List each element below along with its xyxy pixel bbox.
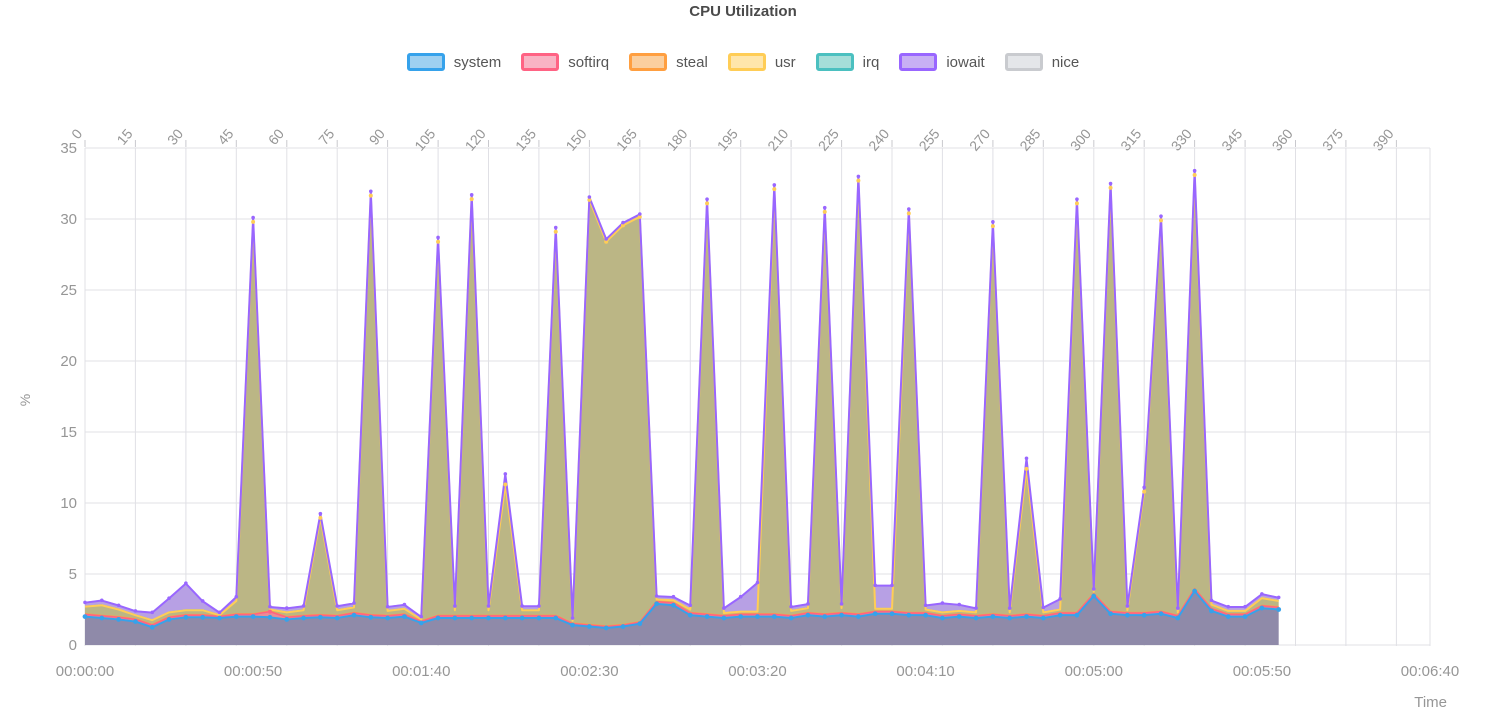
svg-text:60: 60 bbox=[265, 125, 287, 147]
legend-item-nice[interactable]: nice bbox=[1004, 53, 1080, 71]
legend-swatch-iowait bbox=[899, 53, 938, 71]
legend-item-steal[interactable]: steal bbox=[629, 53, 708, 71]
series-lines bbox=[84, 170, 1279, 629]
svg-text:00:00:50: 00:00:50 bbox=[224, 663, 282, 680]
data-point-markers bbox=[82, 168, 1282, 631]
legend-label: usr bbox=[774, 53, 796, 71]
svg-text:30: 30 bbox=[60, 211, 77, 228]
legend-label: irq bbox=[862, 53, 880, 71]
svg-text:45: 45 bbox=[214, 125, 236, 147]
legend-item-iowait[interactable]: iowait bbox=[899, 53, 985, 71]
chart-title: CPU Utilization bbox=[689, 3, 797, 20]
legend-label: softirq bbox=[568, 53, 610, 71]
legend: system softirq steal usr irq iowait nice bbox=[0, 53, 1486, 71]
legend-item-usr[interactable]: usr bbox=[727, 53, 796, 71]
svg-text:15: 15 bbox=[60, 424, 77, 441]
legend-swatch-usr bbox=[727, 53, 766, 71]
svg-text:75: 75 bbox=[315, 125, 337, 147]
legend-swatch-steal bbox=[629, 53, 668, 71]
legend-item-irq[interactable]: irq bbox=[815, 53, 880, 71]
svg-text:%: % bbox=[17, 394, 33, 406]
svg-text:25: 25 bbox=[60, 282, 77, 299]
legend-swatch-irq bbox=[815, 53, 854, 71]
svg-text:00:06:40: 00:06:40 bbox=[1401, 663, 1459, 680]
legend-label: steal bbox=[676, 53, 708, 71]
svg-text:Time: Time bbox=[1414, 694, 1447, 711]
svg-text:5: 5 bbox=[69, 566, 77, 583]
svg-text:00:05:50: 00:05:50 bbox=[1233, 663, 1291, 680]
legend-item-system[interactable]: system bbox=[406, 53, 502, 71]
svg-text:10: 10 bbox=[60, 495, 77, 512]
legend-item-softirq[interactable]: softirq bbox=[521, 53, 609, 71]
svg-text:00:00:00: 00:00:00 bbox=[56, 663, 114, 680]
legend-label: iowait bbox=[946, 53, 985, 71]
svg-text:0: 0 bbox=[69, 637, 77, 654]
svg-text:15: 15 bbox=[113, 125, 135, 147]
svg-text:20: 20 bbox=[60, 353, 77, 370]
svg-text:00:02:30: 00:02:30 bbox=[560, 663, 618, 680]
svg-text:00:05:00: 00:05:00 bbox=[1065, 663, 1123, 680]
legend-swatch-nice bbox=[1004, 53, 1043, 71]
legend-swatch-softirq bbox=[521, 53, 560, 71]
svg-text:00:04:10: 00:04:10 bbox=[896, 663, 954, 680]
legend-label: nice bbox=[1051, 53, 1080, 71]
svg-text:35: 35 bbox=[60, 140, 77, 157]
legend-swatch-system bbox=[406, 53, 445, 71]
svg-text:30: 30 bbox=[164, 125, 186, 147]
svg-text:00:01:40: 00:01:40 bbox=[392, 663, 450, 680]
legend-label: system bbox=[453, 53, 502, 71]
svg-text:90: 90 bbox=[366, 125, 388, 147]
svg-text:00:03:20: 00:03:20 bbox=[728, 663, 786, 680]
